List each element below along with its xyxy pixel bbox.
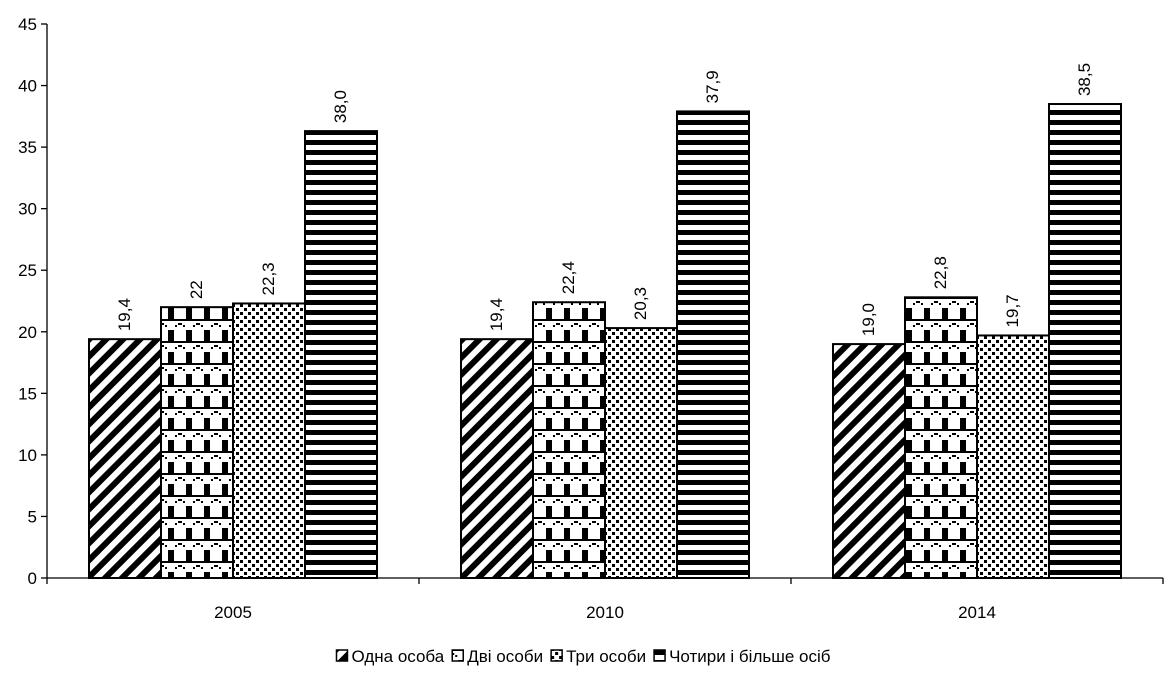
legend-item: Чотири і більше осіб [653, 647, 831, 666]
bar-2-0 [232, 302, 306, 579]
legend-swatch [550, 649, 563, 662]
legend-item: Три особи [550, 647, 646, 666]
legend-item: Дві особи [451, 647, 543, 666]
bars [88, 103, 1122, 580]
bar-3-1 [676, 110, 750, 580]
data-label: 22,8 [931, 256, 950, 289]
x-tick-label: 2005 [214, 603, 252, 622]
y-tick-label: 25 [18, 261, 37, 280]
y-tick-label: 5 [28, 507, 37, 526]
x-tick-label: 2010 [586, 603, 624, 622]
y-tick-label: 35 [18, 138, 37, 157]
data-labels: 19,4 19,4 19,0 22 22,4 22,8 22,3 20,3 19,7 38,0 37… [115, 63, 1094, 336]
y-tick-label: 40 [18, 77, 37, 96]
y-tick-label: 20 [18, 323, 37, 342]
data-label: 38,0 [331, 90, 350, 123]
data-label: 22,4 [559, 261, 578, 294]
bar-2-1 [604, 327, 678, 579]
data-label: 19,4 [115, 298, 134, 331]
bar-0-1 [460, 338, 534, 580]
data-label: 22 [187, 280, 206, 299]
bar-3-2 [1048, 103, 1122, 580]
legend-label: Одна особа [351, 647, 444, 666]
x-tick-label: 2014 [958, 603, 996, 622]
bar-3-0 [304, 130, 378, 580]
y-tick-label: 10 [18, 446, 37, 465]
y-tick-label: 30 [18, 200, 37, 219]
data-label: 19,4 [487, 298, 506, 331]
legend-label: Чотири і більше осіб [669, 647, 831, 666]
legend-swatch [451, 649, 464, 662]
data-label: 19,7 [1003, 294, 1022, 327]
data-label: 22,3 [259, 262, 278, 295]
y-tick-label: 0 [28, 569, 37, 588]
bar-0-0 [88, 338, 162, 580]
data-label: 20,3 [631, 287, 650, 320]
legend: Одна особа Дві особи Три особи Чотири і біл… [335, 647, 831, 666]
legend-label: Три особи [566, 647, 646, 666]
legend-swatch [335, 649, 349, 662]
data-label: 19,0 [859, 303, 878, 336]
legend-item: Одна особа [335, 647, 445, 666]
legend-label: Дві особи [467, 647, 543, 666]
legend-swatch [653, 649, 666, 662]
y-tick-label: 45 [18, 15, 37, 34]
bar-2-2 [976, 334, 1050, 579]
bar-1-0 [160, 306, 234, 579]
y-tick-label: 15 [18, 384, 37, 403]
bar-0-2 [832, 343, 906, 580]
bar-1-2 [904, 296, 978, 579]
bar-1-1 [532, 301, 606, 579]
data-label: 37,9 [703, 70, 722, 103]
data-label: 38,5 [1075, 63, 1094, 96]
